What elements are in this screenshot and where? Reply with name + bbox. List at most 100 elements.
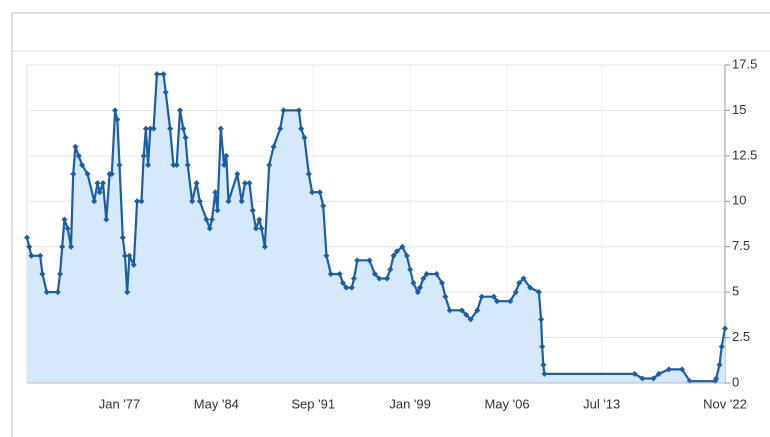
marker — [309, 189, 316, 196]
marker — [384, 275, 391, 282]
marker — [140, 152, 147, 159]
marker — [112, 107, 119, 114]
marker — [718, 343, 725, 350]
marker — [655, 370, 662, 377]
marker — [24, 234, 30, 241]
marker — [72, 143, 79, 150]
marker — [442, 293, 449, 300]
marker — [39, 270, 46, 277]
marker — [64, 225, 71, 232]
marker — [722, 325, 728, 332]
marker — [114, 116, 121, 123]
x-tick-label: Sep '91 — [291, 396, 335, 411]
marker — [221, 161, 228, 168]
marker — [350, 275, 357, 282]
marker — [387, 266, 394, 273]
marker — [196, 198, 203, 205]
marker — [348, 284, 355, 291]
marker — [665, 366, 672, 373]
marker — [70, 171, 77, 178]
marker — [145, 161, 152, 168]
marker — [147, 125, 154, 132]
marker — [463, 311, 470, 318]
marker — [298, 125, 305, 132]
marker — [189, 198, 196, 205]
x-tick-label: May '06 — [484, 396, 529, 411]
marker — [539, 343, 546, 350]
marker — [249, 207, 256, 214]
marker — [320, 202, 327, 209]
marker — [439, 280, 446, 287]
marker — [713, 375, 720, 382]
marker — [138, 198, 145, 205]
x-tick-label: Jan '77 — [99, 396, 141, 411]
marker — [266, 161, 273, 168]
marker — [54, 289, 61, 296]
marker — [246, 180, 253, 187]
marker — [234, 171, 241, 178]
marker — [217, 125, 224, 132]
marker — [716, 361, 723, 368]
marker — [121, 252, 128, 259]
y-tick-label: 10 — [732, 193, 746, 208]
marker — [184, 161, 191, 168]
marker — [167, 125, 174, 132]
marker — [270, 143, 277, 150]
marker — [103, 216, 110, 223]
y-tick-label: 2.5 — [732, 329, 750, 344]
marker — [153, 71, 160, 78]
marker — [516, 280, 523, 287]
marker — [467, 316, 474, 323]
marker — [458, 307, 465, 314]
marker — [541, 370, 548, 377]
marker — [540, 361, 547, 368]
marker — [108, 171, 115, 178]
marker — [258, 225, 265, 232]
marker — [535, 289, 542, 296]
marker — [124, 289, 131, 296]
area-fill — [27, 74, 725, 383]
marker — [84, 171, 91, 178]
marker — [390, 252, 397, 259]
marker — [43, 289, 50, 296]
marker — [399, 243, 406, 250]
marker — [241, 180, 248, 187]
marker — [59, 243, 66, 250]
marker — [512, 289, 519, 296]
marker — [182, 134, 189, 141]
marker — [173, 161, 180, 168]
marker — [57, 270, 64, 277]
marker — [327, 270, 334, 277]
marker — [256, 216, 263, 223]
marker — [679, 366, 686, 373]
marker — [650, 375, 657, 382]
marker — [126, 252, 133, 259]
marker — [410, 280, 417, 287]
marker — [160, 71, 167, 78]
marker — [119, 234, 126, 241]
marker — [538, 316, 545, 323]
marker — [206, 225, 213, 232]
marker — [170, 161, 177, 168]
y-tick-label: 5 — [732, 284, 739, 299]
y-tick-label: 0 — [732, 374, 739, 389]
marker — [639, 375, 646, 382]
marker — [75, 152, 82, 159]
marker — [37, 252, 44, 259]
marker — [301, 134, 308, 141]
marker — [61, 216, 68, 223]
y-tick-label: 15 — [732, 102, 746, 117]
marker — [371, 270, 378, 277]
marker — [433, 270, 440, 277]
marker — [238, 198, 245, 205]
marker — [96, 189, 103, 196]
marker — [94, 180, 101, 187]
marker — [474, 307, 481, 314]
marker — [212, 189, 219, 196]
marker — [376, 275, 383, 282]
marker — [134, 198, 141, 205]
marker — [91, 198, 98, 205]
x-tick-label: Nov '22 — [703, 396, 747, 411]
marker — [527, 284, 534, 291]
